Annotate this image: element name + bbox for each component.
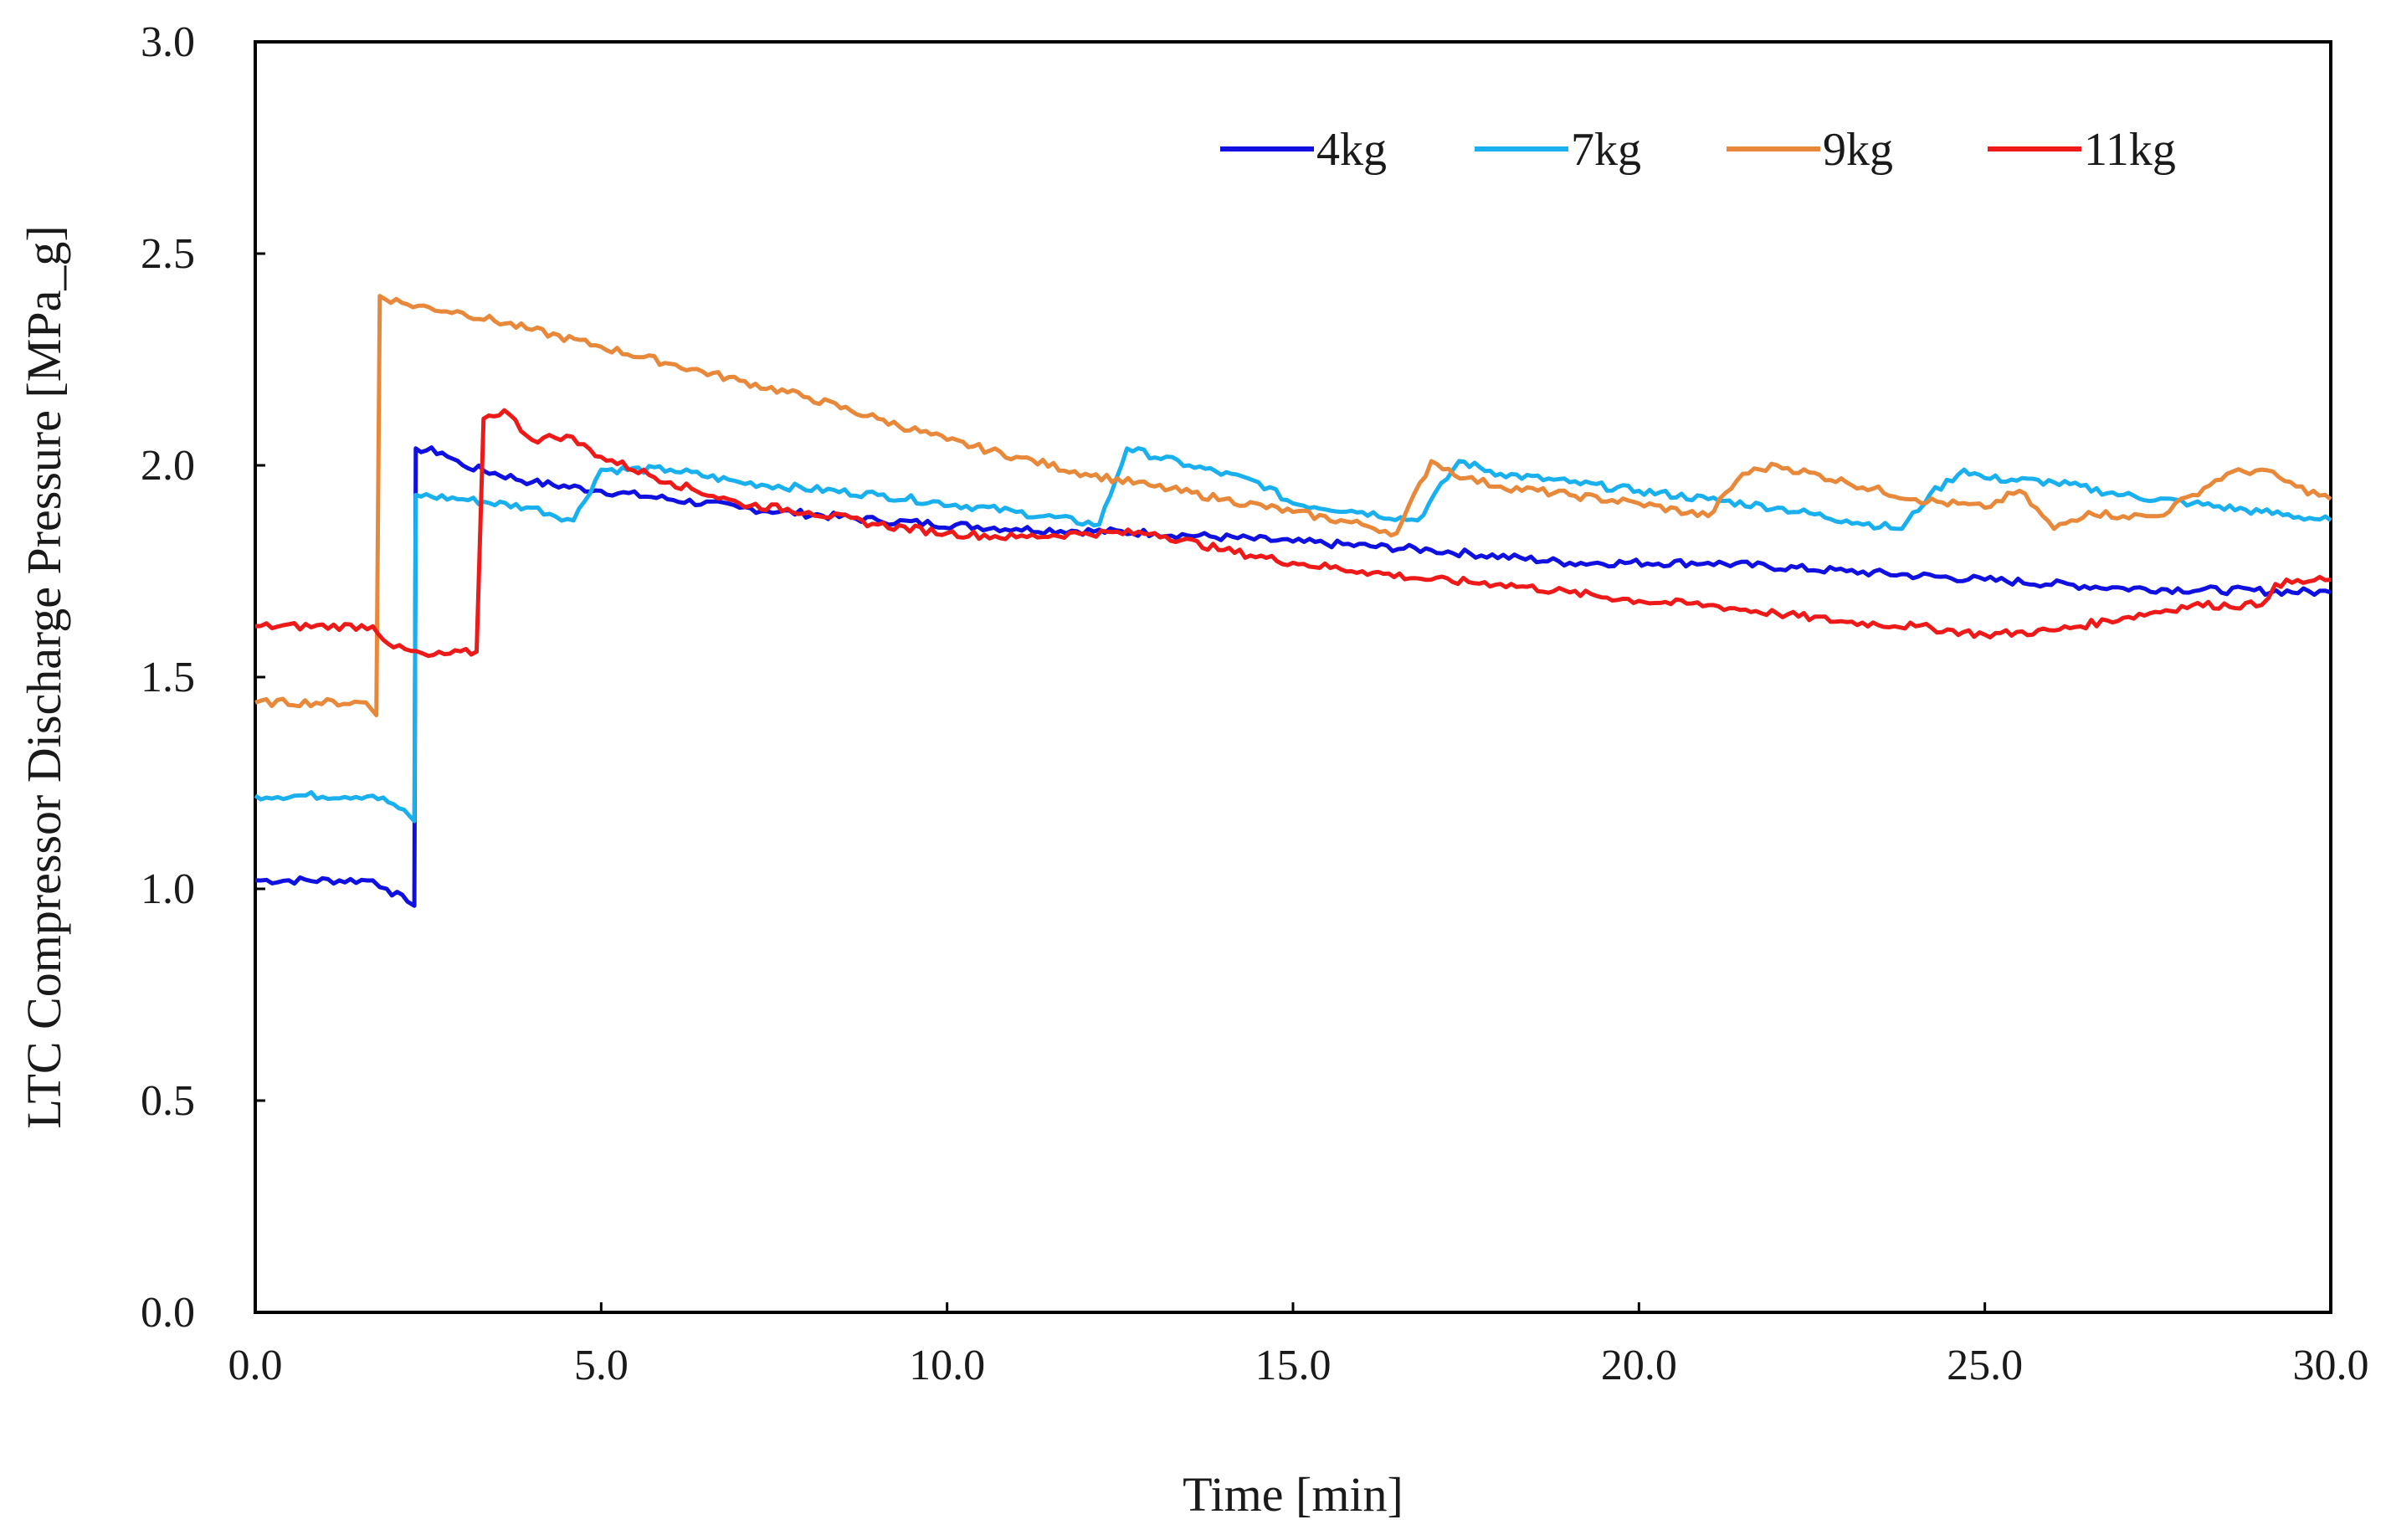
- legend-label: 9kg: [1823, 124, 1893, 176]
- legend-item-9kg: 9kg: [1727, 124, 1893, 176]
- series-line-9kg: [254, 294, 2332, 717]
- y-axis-ticks: 0.0 0.5 1.0 1.5 2.0 2.5 3.0: [141, 18, 265, 1337]
- x-tick-label: 10.0: [909, 1342, 985, 1389]
- y-tick-label: 1.0: [141, 865, 195, 913]
- x-tick-label: 25.0: [1947, 1342, 2023, 1389]
- x-tick-label: 20.0: [1601, 1342, 1677, 1389]
- legend-item-4kg: 4kg: [1220, 124, 1387, 176]
- legend-label: 4kg: [1316, 124, 1387, 176]
- x-axis-title: Time [min]: [1183, 1467, 1403, 1522]
- y-tick-label: 2.5: [141, 230, 195, 278]
- legend-item-7kg: 7kg: [1475, 124, 1641, 176]
- legend-item-11kg: 11kg: [1988, 124, 2176, 176]
- y-tick-label: 0.0: [141, 1289, 195, 1337]
- series-line-11kg: [254, 408, 2332, 659]
- x-tick-label: 0.0: [228, 1342, 283, 1389]
- y-tick-label: 3.0: [141, 18, 195, 66]
- y-tick-label: 1.5: [141, 654, 195, 701]
- x-axis-ticks: 0.0 5.0 10.0 15.0 20.0 25.0 30.0: [228, 1302, 2369, 1389]
- legend-label: 11kg: [2084, 124, 2176, 176]
- y-tick-label: 0.5: [141, 1077, 195, 1125]
- series-layer: [254, 294, 2332, 908]
- series-line-4kg: [254, 445, 2332, 908]
- legend-label: 7kg: [1571, 124, 1641, 176]
- y-tick-label: 2.0: [141, 442, 195, 490]
- series-line-7kg: [254, 446, 2332, 824]
- x-tick-label: 15.0: [1255, 1342, 1332, 1389]
- legend: 4kg 7kg 9kg 11kg: [1220, 124, 2176, 176]
- y-axis-title: LTC Compressor Discharge Pressure [MPa_g…: [17, 225, 71, 1128]
- x-tick-label: 30.0: [2293, 1342, 2369, 1389]
- x-tick-label: 5.0: [574, 1342, 629, 1389]
- plot-frame: [254, 40, 2332, 1314]
